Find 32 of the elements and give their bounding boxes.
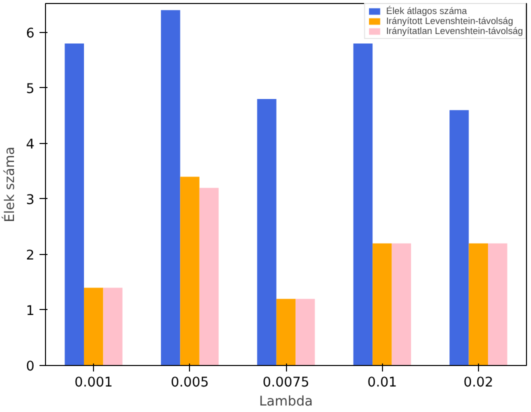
bar	[84, 288, 104, 366]
x-tick-label: 0.02	[464, 376, 494, 390]
y-axis-title: Élek száma	[1, 146, 18, 222]
y-tick-label: 1	[26, 304, 35, 319]
bar	[296, 298, 315, 366]
bar	[160, 10, 180, 366]
y-tick-label: 5	[26, 82, 35, 97]
bar	[450, 110, 469, 366]
bar	[103, 288, 122, 366]
y-tick-label: 4	[26, 137, 35, 152]
legend-label: Élek átlagos száma	[386, 6, 467, 16]
bar	[257, 98, 276, 366]
y-tick-label: 0	[26, 360, 35, 374]
bar	[392, 243, 412, 366]
bar	[64, 43, 84, 366]
x-tick-label: 0.001	[74, 376, 113, 390]
bar	[488, 243, 508, 366]
x-axis-title: Lambda	[259, 394, 313, 410]
legend-label: Irányítatlan Levenshtein-távolság	[386, 26, 523, 36]
bar	[372, 243, 392, 366]
bar	[276, 298, 296, 366]
legend-label: Irányított Levenshtein-távolság	[386, 16, 514, 26]
x-tick-label: 0.005	[170, 376, 209, 390]
bar	[353, 43, 373, 366]
bar	[199, 188, 219, 366]
bar	[468, 243, 488, 366]
y-tick-label: 6	[26, 26, 35, 42]
y-tick-label: 2	[26, 248, 35, 264]
y-tick-label: 3	[26, 192, 35, 208]
x-tick-label: 0.01	[367, 376, 398, 390]
x-tick-label: 0.0075	[262, 376, 310, 390]
bar	[180, 176, 200, 366]
